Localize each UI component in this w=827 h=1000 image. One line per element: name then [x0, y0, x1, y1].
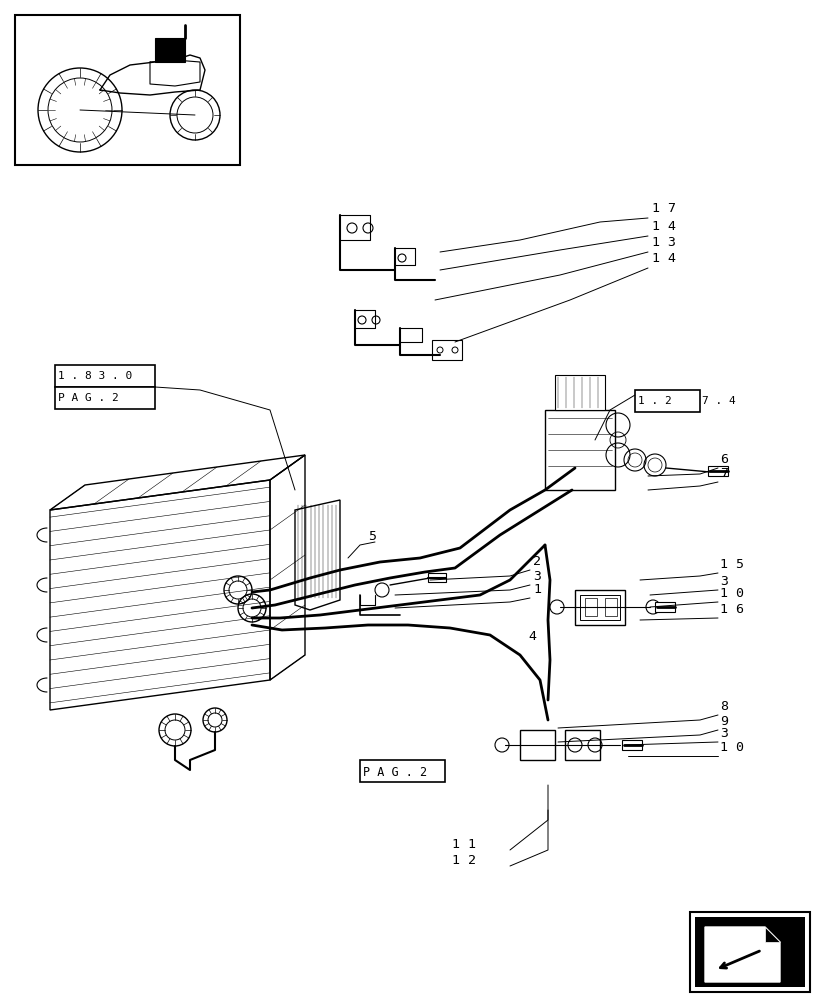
- Text: 1 . 8 3 . 0: 1 . 8 3 . 0: [58, 371, 132, 381]
- Text: 5: 5: [367, 530, 375, 543]
- Text: 1 1: 1 1: [452, 838, 476, 851]
- Bar: [55, 365, 155, 387]
- Bar: [605, 598, 616, 616]
- Bar: [654, 602, 674, 612]
- Bar: [55, 387, 155, 409]
- Text: 1 2: 1 2: [452, 854, 476, 867]
- Bar: [621, 740, 641, 750]
- Bar: [544, 410, 614, 490]
- Bar: [15, 15, 240, 165]
- Text: 1 4: 1 4: [651, 220, 675, 233]
- Text: 7: 7: [719, 467, 727, 480]
- Bar: [360, 760, 444, 782]
- Text: 1 0: 1 0: [719, 587, 743, 600]
- Polygon shape: [764, 927, 779, 942]
- Text: 7 . 4: 7 . 4: [701, 396, 735, 406]
- Text: 1 4: 1 4: [651, 252, 675, 265]
- Text: P A G . 2: P A G . 2: [58, 393, 118, 403]
- Text: 1 6: 1 6: [719, 603, 743, 616]
- Bar: [428, 573, 446, 582]
- Text: 1 3: 1 3: [651, 236, 675, 249]
- Text: 1: 1: [533, 583, 540, 596]
- Text: 2: 2: [533, 555, 540, 568]
- Text: 9: 9: [719, 715, 727, 728]
- Bar: [585, 598, 596, 616]
- Bar: [432, 340, 461, 360]
- Bar: [707, 466, 727, 476]
- Bar: [155, 38, 184, 62]
- Text: 6: 6: [719, 453, 727, 466]
- Text: 8: 8: [719, 700, 727, 713]
- Text: 3: 3: [533, 570, 540, 583]
- Text: 4: 4: [528, 630, 535, 643]
- Polygon shape: [704, 927, 779, 982]
- Text: 1 0: 1 0: [719, 741, 743, 754]
- Bar: [519, 730, 554, 760]
- Text: 3: 3: [719, 727, 727, 740]
- Text: 1 5: 1 5: [719, 558, 743, 571]
- Bar: [689, 912, 809, 992]
- Text: 1 7: 1 7: [651, 202, 675, 215]
- Bar: [554, 375, 605, 410]
- Bar: [694, 917, 804, 987]
- Bar: [634, 390, 699, 412]
- Bar: [579, 595, 619, 620]
- Text: 1 . 2: 1 . 2: [638, 396, 671, 406]
- Text: 3: 3: [719, 575, 727, 588]
- Bar: [574, 590, 624, 625]
- Bar: [564, 730, 600, 760]
- Text: P A G . 2: P A G . 2: [362, 766, 427, 779]
